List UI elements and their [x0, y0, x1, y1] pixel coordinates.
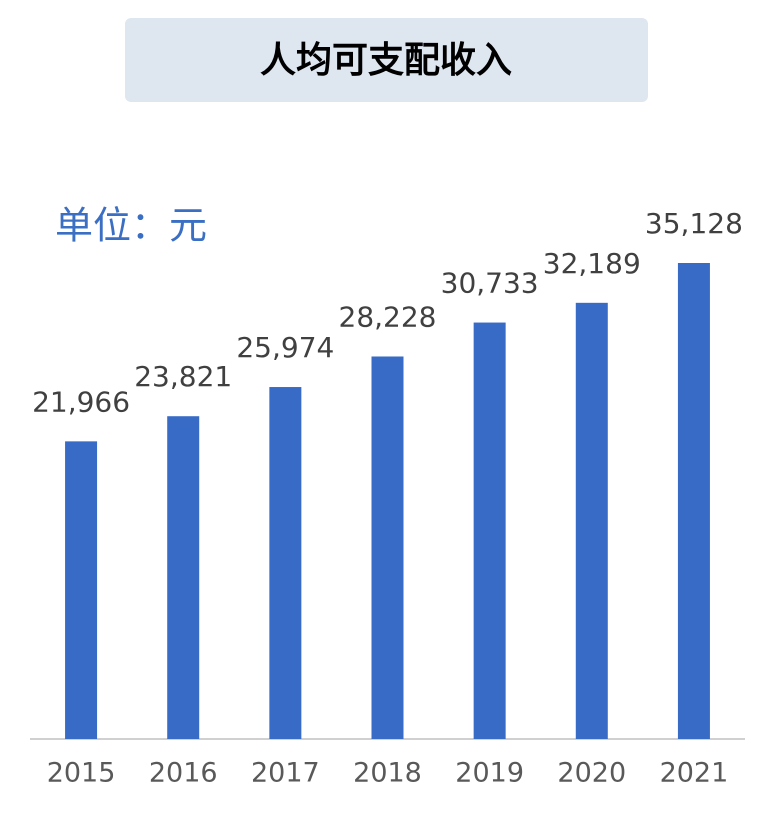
value-label: 28,228	[339, 300, 437, 333]
title-box	[125, 18, 648, 102]
bar	[65, 441, 98, 739]
x-tick-label: 2018	[353, 758, 422, 789]
value-label: 32,189	[543, 247, 641, 280]
value-label: 21,966	[32, 385, 130, 418]
value-label: 23,821	[134, 360, 232, 393]
bar	[575, 302, 608, 739]
x-tick-label: 2020	[557, 758, 626, 789]
bar	[167, 416, 200, 739]
x-tick-label: 2019	[455, 758, 524, 789]
x-tick-label: 2017	[251, 758, 320, 789]
bar	[677, 263, 710, 739]
value-label: 30,733	[441, 267, 539, 300]
bar	[371, 356, 404, 739]
x-tick-label: 2015	[47, 758, 116, 789]
value-label: 35,128	[645, 207, 743, 240]
unit-label: 单位：元	[55, 204, 207, 248]
bar	[473, 322, 506, 739]
value-label: 25,974	[236, 331, 334, 364]
bar	[269, 387, 302, 739]
x-tick-label: 2016	[149, 758, 218, 789]
x-tick-label: 2021	[660, 758, 729, 789]
chart-title: 人均可支配收入	[260, 40, 512, 81]
